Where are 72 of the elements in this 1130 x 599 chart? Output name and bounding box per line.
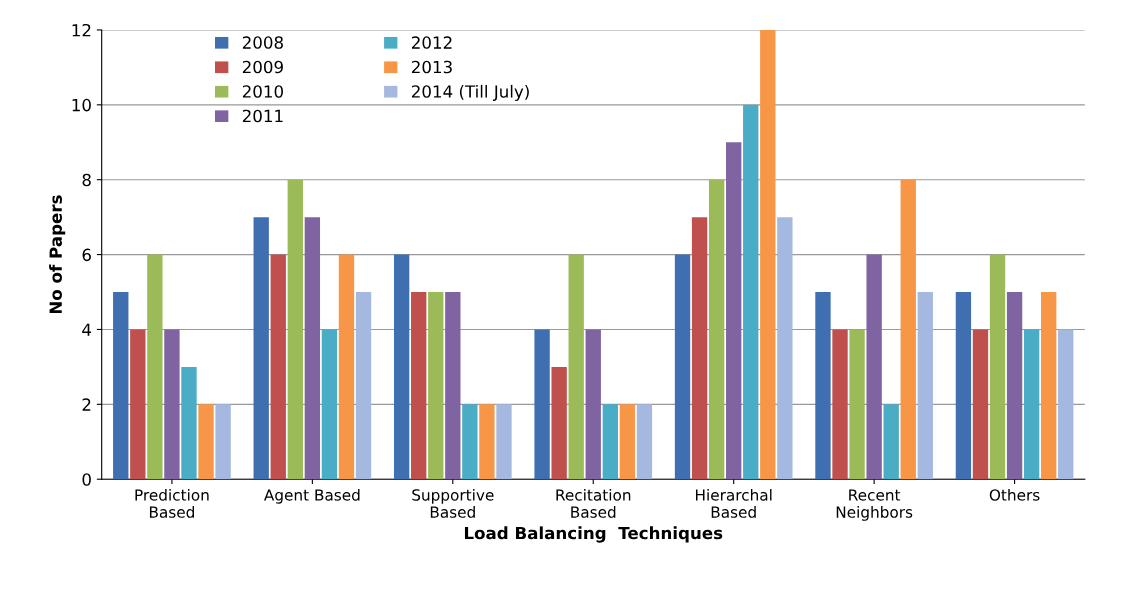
bar — [972, 329, 989, 480]
x-tick-label: Prediction Based — [135, 488, 209, 518]
x-tick-label: Recitation Based — [556, 488, 631, 518]
bar — [411, 292, 427, 480]
bar — [338, 254, 355, 480]
bar — [428, 292, 444, 480]
bar — [215, 404, 231, 480]
bar — [1023, 329, 1040, 480]
bar — [198, 404, 214, 480]
bar — [989, 254, 1006, 480]
bar — [815, 292, 831, 480]
bar — [270, 254, 286, 480]
bar — [113, 292, 129, 480]
y-tick-label: 2 — [82, 398, 91, 411]
bar — [147, 254, 163, 480]
y-tick-label: 6 — [82, 248, 91, 262]
bar — [1058, 329, 1074, 480]
bar — [321, 329, 338, 480]
y-tick-label: 10 — [72, 98, 91, 112]
legend-label: 2010 — [242, 85, 283, 98]
bar — [619, 404, 636, 480]
legend-label: 2014 (Till July) — [411, 84, 529, 102]
y-tick-label: 4 — [82, 323, 92, 336]
bar — [496, 404, 512, 480]
bar — [181, 366, 197, 480]
bar — [777, 217, 793, 480]
legend-label: 2009 — [242, 60, 283, 74]
bar — [866, 254, 882, 480]
bar — [445, 292, 461, 480]
bar — [355, 292, 372, 480]
x-tick-label: Supportive Based — [412, 488, 494, 518]
y-tick-label: 12 — [72, 23, 91, 37]
legend-label: 2011 — [242, 109, 283, 123]
x-tick-label: Others — [989, 488, 1040, 501]
y-tick-label: 0 — [82, 473, 91, 486]
bar — [164, 329, 180, 480]
bar — [585, 329, 601, 480]
bar — [479, 404, 495, 480]
bar — [900, 179, 916, 480]
bar — [568, 254, 584, 480]
x-axis-title: Load Balancing Techniques — [464, 526, 723, 543]
bar — [691, 217, 708, 480]
x-tick-label: Recent Neighbors — [836, 489, 913, 521]
bar — [462, 404, 478, 480]
bar — [534, 329, 550, 480]
legend-label: 2013 — [411, 60, 452, 74]
bar — [674, 254, 691, 480]
y-tick-label: 8 — [82, 173, 91, 187]
bar — [832, 329, 848, 480]
bar — [708, 179, 725, 480]
bar — [636, 404, 653, 480]
x-tick-label: Agent Based — [263, 488, 360, 504]
bar — [1006, 292, 1023, 480]
bar — [130, 329, 146, 480]
legend-label: 2012 — [411, 36, 452, 49]
bar — [602, 404, 618, 480]
bar — [1041, 292, 1057, 480]
bar — [726, 142, 742, 480]
bar — [304, 217, 321, 480]
bar — [883, 404, 899, 480]
bar — [760, 29, 776, 480]
x-tick-label: Hierarchal Based — [695, 488, 772, 518]
bar — [743, 104, 759, 480]
bar — [253, 217, 269, 480]
y-axis-title: No of Papers — [49, 195, 66, 314]
bar — [955, 292, 972, 480]
bar — [287, 179, 303, 480]
bar — [393, 254, 410, 480]
legend-label: 2008 — [242, 36, 283, 49]
bar — [917, 292, 933, 480]
bar — [551, 366, 567, 480]
bar — [849, 329, 865, 480]
